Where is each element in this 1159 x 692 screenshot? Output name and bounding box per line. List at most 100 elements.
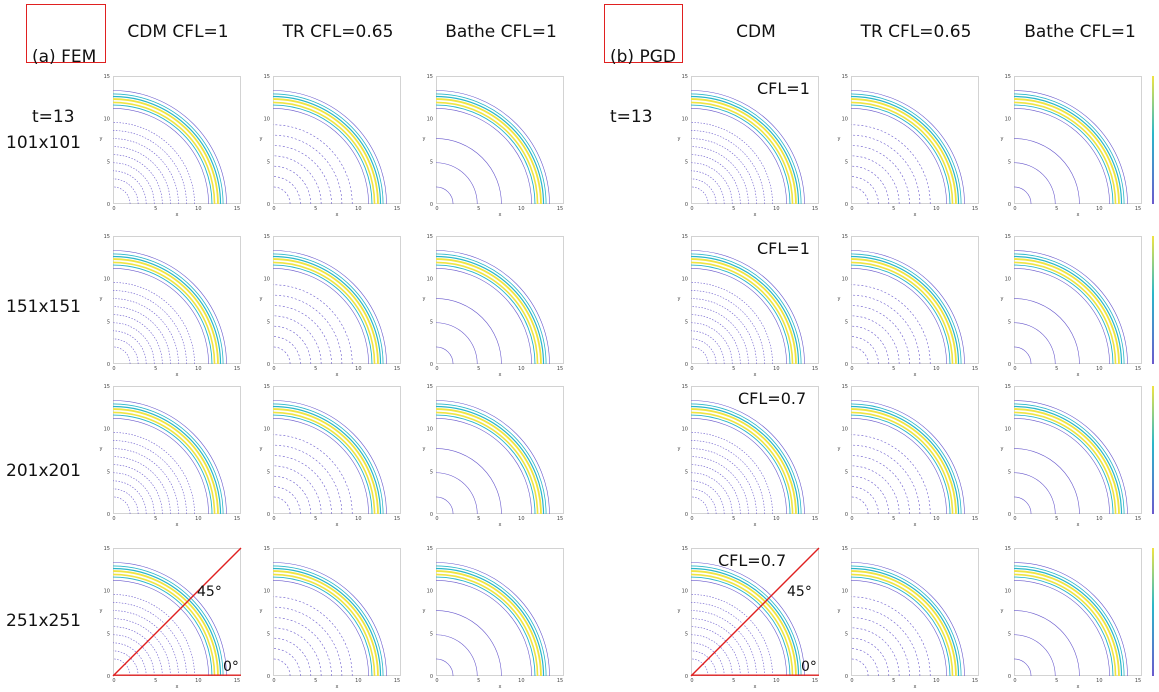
plot-frame [851,386,979,514]
wavelet-contour [690,138,757,205]
x-tick-label: 0 [435,678,438,684]
y-tick-label: 5 [1008,159,1011,165]
x-tick-label: 10 [1096,678,1102,684]
x-tick-label: 15 [812,678,818,684]
wavefront-contour [112,261,216,365]
wavelet-contour [112,298,179,365]
wavefront-contour [850,261,954,365]
y-tick-label: 5 [267,159,270,165]
wavefront-contour [850,250,965,365]
x-tick-label: 10 [773,366,779,372]
y-tick-label: 10 [427,117,433,123]
wavelet-contour [272,336,301,365]
wavefront-contour [1013,400,1128,515]
wavefront-contour [1013,573,1117,677]
wavefront-contour [850,580,947,677]
x-tick-label: 0 [112,366,115,372]
wavelet-contour [112,456,171,515]
y-tick-label: 10 [682,589,688,595]
y-tick-label: 0 [430,202,433,208]
x-tick-label: 5 [732,366,735,372]
wavefront-contour [435,250,550,365]
y-tick-label: 10 [682,277,688,283]
wavefront-contour [272,562,387,677]
wavefront-contour [272,411,376,515]
y-tick-label: 0 [1008,202,1011,208]
wavefront-contour [850,93,962,205]
y-tick-label: 15 [427,234,433,240]
y-tick-label: 10 [264,277,270,283]
x-axis-label: x [754,684,757,690]
wavelet-contour [272,444,343,515]
x-tick-label: 15 [394,206,400,212]
x-tick-label: 10 [195,516,201,522]
x-tick-label: 0 [435,516,438,522]
x-tick-label: 10 [773,516,779,522]
wavefront-contour [1013,253,1125,365]
y-tick-label: 10 [1005,277,1011,283]
wavelet-contour [272,496,291,515]
contour-lines [435,400,550,515]
wavelet-contour [435,138,502,205]
wavelet-contour [272,606,343,677]
plot-frame [1014,76,1142,204]
wavelet-contour [850,596,931,677]
y-axis-label: y [423,446,426,452]
y-axis-label: y [423,608,426,614]
wavelet-contour [112,626,163,677]
x-axis-label: x [176,372,179,378]
wavelet-contour [435,634,478,677]
wavefront-contour [1013,250,1128,365]
wavefront-contour [850,90,965,205]
plot-frame [1014,236,1142,364]
wavelet-contour [690,298,757,365]
wavefront-contour [435,573,539,677]
wavefront-contour [435,264,536,365]
plot-frame [1014,548,1142,676]
plot-frame [851,236,979,364]
x-tick-label: 0 [690,366,693,372]
y-tick-label: 5 [1008,469,1011,475]
wavefront-contour [690,268,787,365]
contour-plot-fem-bathe-row1: 00 5 5 10 10 15 15 x y [423,74,564,218]
y-tick-label: 10 [104,277,110,283]
wavelet-contour [1013,448,1080,515]
y-axis-label: y [678,296,681,302]
wavefront-contour [1013,108,1110,205]
wavefront-contour [272,567,382,677]
wavelet-contour [272,465,322,515]
wavelet-contour [112,464,163,515]
wavefront-contour [272,95,382,205]
plot-frame [1014,386,1142,514]
y-tick-label: 0 [267,202,270,208]
wavelet-contour [690,634,733,677]
y-tick-label: 15 [842,234,848,240]
y-tick-label: 15 [104,384,110,390]
wavefront-contour [435,268,532,365]
wavefront-contour [272,98,379,205]
wavefront-contour [112,418,209,515]
wavefront-contour [1013,268,1110,365]
wavefront-contour [272,104,373,205]
x-axis-label: x [754,372,757,378]
contour-plot-pgd-tr-row3: 00 5 5 10 10 15 15 x y [838,384,979,528]
colorbar [1152,236,1154,364]
pgd-label-line2: t=13 [610,107,653,127]
wavelet-contour [112,432,195,515]
wavefront-contour [1013,580,1110,677]
x-tick-label: 15 [234,516,240,522]
y-tick-label: 0 [845,362,848,368]
wavelet-contour [272,455,332,515]
wavelet-contour [112,650,139,677]
x-tick-label: 15 [557,678,563,684]
y-tick-label: 10 [842,589,848,595]
x-tick-label: 5 [314,678,317,684]
wavefront-contour [112,400,227,515]
x-axis-label: x [914,372,917,378]
y-axis-label: y [838,296,841,302]
wavefront-contour [1013,411,1117,515]
contour-plot-pgd-cdm-row3: 00 5 5 10 10 15 15 x y CFL=0.7 [678,384,819,528]
wavefront-contour [690,250,805,365]
y-tick-label: 0 [685,202,688,208]
wavelet-contour [272,637,312,677]
